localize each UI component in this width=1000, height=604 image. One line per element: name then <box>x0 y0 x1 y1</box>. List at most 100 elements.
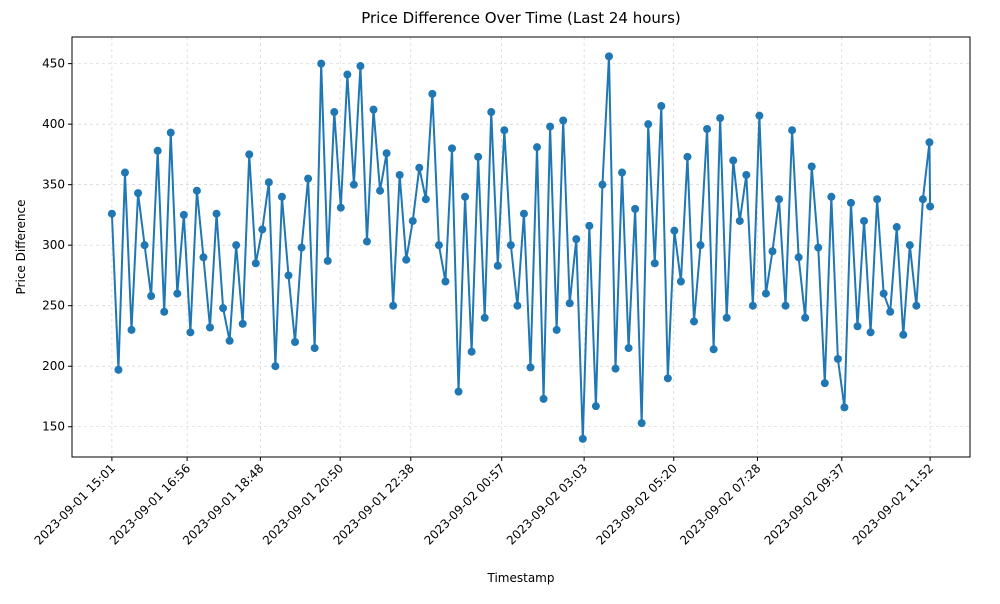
point <box>853 322 862 331</box>
point <box>251 259 260 268</box>
point <box>729 156 738 165</box>
point <box>245 150 254 159</box>
point <box>304 174 313 183</box>
point <box>846 198 855 207</box>
point <box>120 168 129 177</box>
point <box>225 336 234 345</box>
point <box>604 52 613 61</box>
y-tick-label: 200 <box>42 359 65 373</box>
point <box>454 387 463 396</box>
point <box>709 345 718 354</box>
point <box>683 152 692 161</box>
point <box>389 301 398 310</box>
point <box>788 126 797 135</box>
point <box>487 108 496 117</box>
point <box>206 323 215 332</box>
x-tick-label: 2023-09-02 09:37 <box>762 461 848 547</box>
point <box>317 59 326 68</box>
point <box>833 354 842 363</box>
point <box>925 138 934 147</box>
point <box>905 241 914 250</box>
point <box>493 261 502 270</box>
point <box>879 289 888 298</box>
point <box>873 195 882 204</box>
y-tick-label: 450 <box>42 57 65 71</box>
point <box>735 216 744 225</box>
plot-frame <box>71 36 971 458</box>
point <box>343 70 352 79</box>
point <box>591 402 600 411</box>
point <box>107 209 116 218</box>
point <box>336 203 345 212</box>
point <box>219 304 228 313</box>
point <box>258 225 267 234</box>
point <box>722 313 731 322</box>
point <box>598 180 607 189</box>
point <box>533 143 542 152</box>
point <box>421 195 430 204</box>
point <box>232 241 241 250</box>
point <box>650 259 659 268</box>
point <box>513 301 522 310</box>
point <box>349 180 358 189</box>
point <box>376 186 385 195</box>
point <box>768 247 777 256</box>
point <box>761 289 770 298</box>
point <box>277 192 286 201</box>
point <box>742 170 751 179</box>
point <box>330 108 339 117</box>
point <box>264 178 273 187</box>
point <box>140 241 149 250</box>
point <box>166 128 175 137</box>
point <box>926 202 935 211</box>
y-tick-label: 250 <box>42 299 65 313</box>
point <box>585 221 594 230</box>
point <box>676 277 685 286</box>
point <box>552 325 561 334</box>
point <box>323 256 332 265</box>
x-tick-label: 2023-09-01 18:48 <box>180 461 266 547</box>
point <box>918 195 927 204</box>
point <box>820 379 829 388</box>
point <box>840 403 849 412</box>
point <box>860 216 869 225</box>
point <box>147 292 156 301</box>
point <box>382 149 391 158</box>
point <box>212 209 221 218</box>
point <box>827 192 836 201</box>
point <box>670 226 679 235</box>
point <box>519 209 528 218</box>
point <box>781 301 790 310</box>
point <box>160 307 169 316</box>
x-tick-label: 2023-09-02 05:20 <box>593 461 679 547</box>
point <box>546 122 555 131</box>
point <box>402 255 411 264</box>
y-tick-label: 400 <box>42 117 65 131</box>
point <box>408 216 417 225</box>
y-tick-label: 350 <box>42 178 65 192</box>
point <box>663 374 672 383</box>
point <box>794 253 803 262</box>
point <box>153 146 162 155</box>
point <box>291 338 300 347</box>
point <box>807 162 816 171</box>
point <box>310 344 319 353</box>
point <box>506 241 515 250</box>
point <box>748 301 757 310</box>
point <box>631 204 640 213</box>
point <box>271 362 280 371</box>
point <box>238 319 247 328</box>
point <box>611 364 620 373</box>
point <box>474 152 483 161</box>
point <box>173 289 182 298</box>
x-tick-label: 2023-09-01 15:01 <box>32 461 118 547</box>
x-tick-label: 2023-09-01 22:38 <box>331 461 417 547</box>
point <box>179 210 188 219</box>
point <box>624 344 633 353</box>
point <box>480 313 489 322</box>
point <box>689 317 698 326</box>
point <box>696 241 705 250</box>
point <box>637 419 646 428</box>
point <box>755 111 764 120</box>
